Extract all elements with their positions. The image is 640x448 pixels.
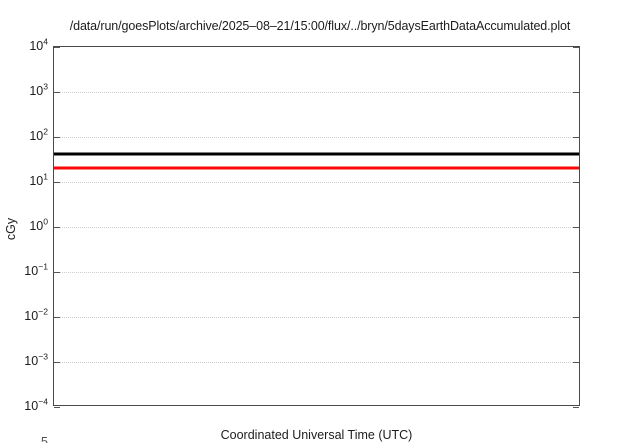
axis-tick-right	[573, 47, 579, 48]
axis-tick-left	[54, 92, 60, 93]
plot-area	[53, 46, 580, 408]
gridline	[54, 227, 579, 228]
axis-tick-left	[54, 227, 60, 228]
y-tick-label: 10−3	[24, 351, 48, 368]
axis-tick-right	[573, 407, 579, 408]
series-line-accumulated-dose-red	[54, 166, 579, 169]
axis-tick-right	[573, 182, 579, 183]
axis-tick-left	[54, 362, 60, 363]
y-tick-label: 10−1	[24, 261, 48, 278]
axis-tick-right	[573, 137, 579, 138]
axis-tick-left	[54, 407, 60, 408]
gridline	[54, 137, 579, 138]
axis-tick-right	[573, 317, 579, 318]
axis-tick-right	[573, 227, 579, 228]
axis-tick-left	[54, 182, 60, 183]
gridline	[54, 92, 579, 93]
axis-tick-left	[54, 137, 60, 138]
gridline	[54, 362, 579, 363]
y-tick-label: 10−4	[24, 396, 48, 413]
axis-tick-right	[573, 272, 579, 273]
gridline	[54, 182, 579, 183]
cropped-bottom-tick-label: 5	[41, 436, 48, 443]
plot-title: /data/run/goesPlots/archive/2025–08–21/1…	[69, 19, 571, 33]
y-axis-title: cGy	[4, 217, 18, 241]
axis-tick-left	[54, 47, 60, 48]
gridline	[54, 317, 579, 318]
series-line-accumulated-dose-black	[54, 152, 579, 156]
axis-tick-right	[573, 362, 579, 363]
axis-tick-right	[573, 92, 579, 93]
y-tick-label: 104	[29, 36, 48, 53]
y-tick-label: 101	[29, 171, 48, 188]
axis-tick-left	[54, 272, 60, 273]
x-axis-title: Coordinated Universal Time (UTC)	[220, 428, 413, 442]
y-tick-label: 102	[29, 126, 48, 143]
gridline	[54, 272, 579, 273]
axis-tick-left	[54, 317, 60, 318]
y-tick-label: 10−2	[24, 306, 48, 323]
y-tick-label: 103	[29, 81, 48, 98]
y-tick-label: 100	[29, 216, 48, 233]
